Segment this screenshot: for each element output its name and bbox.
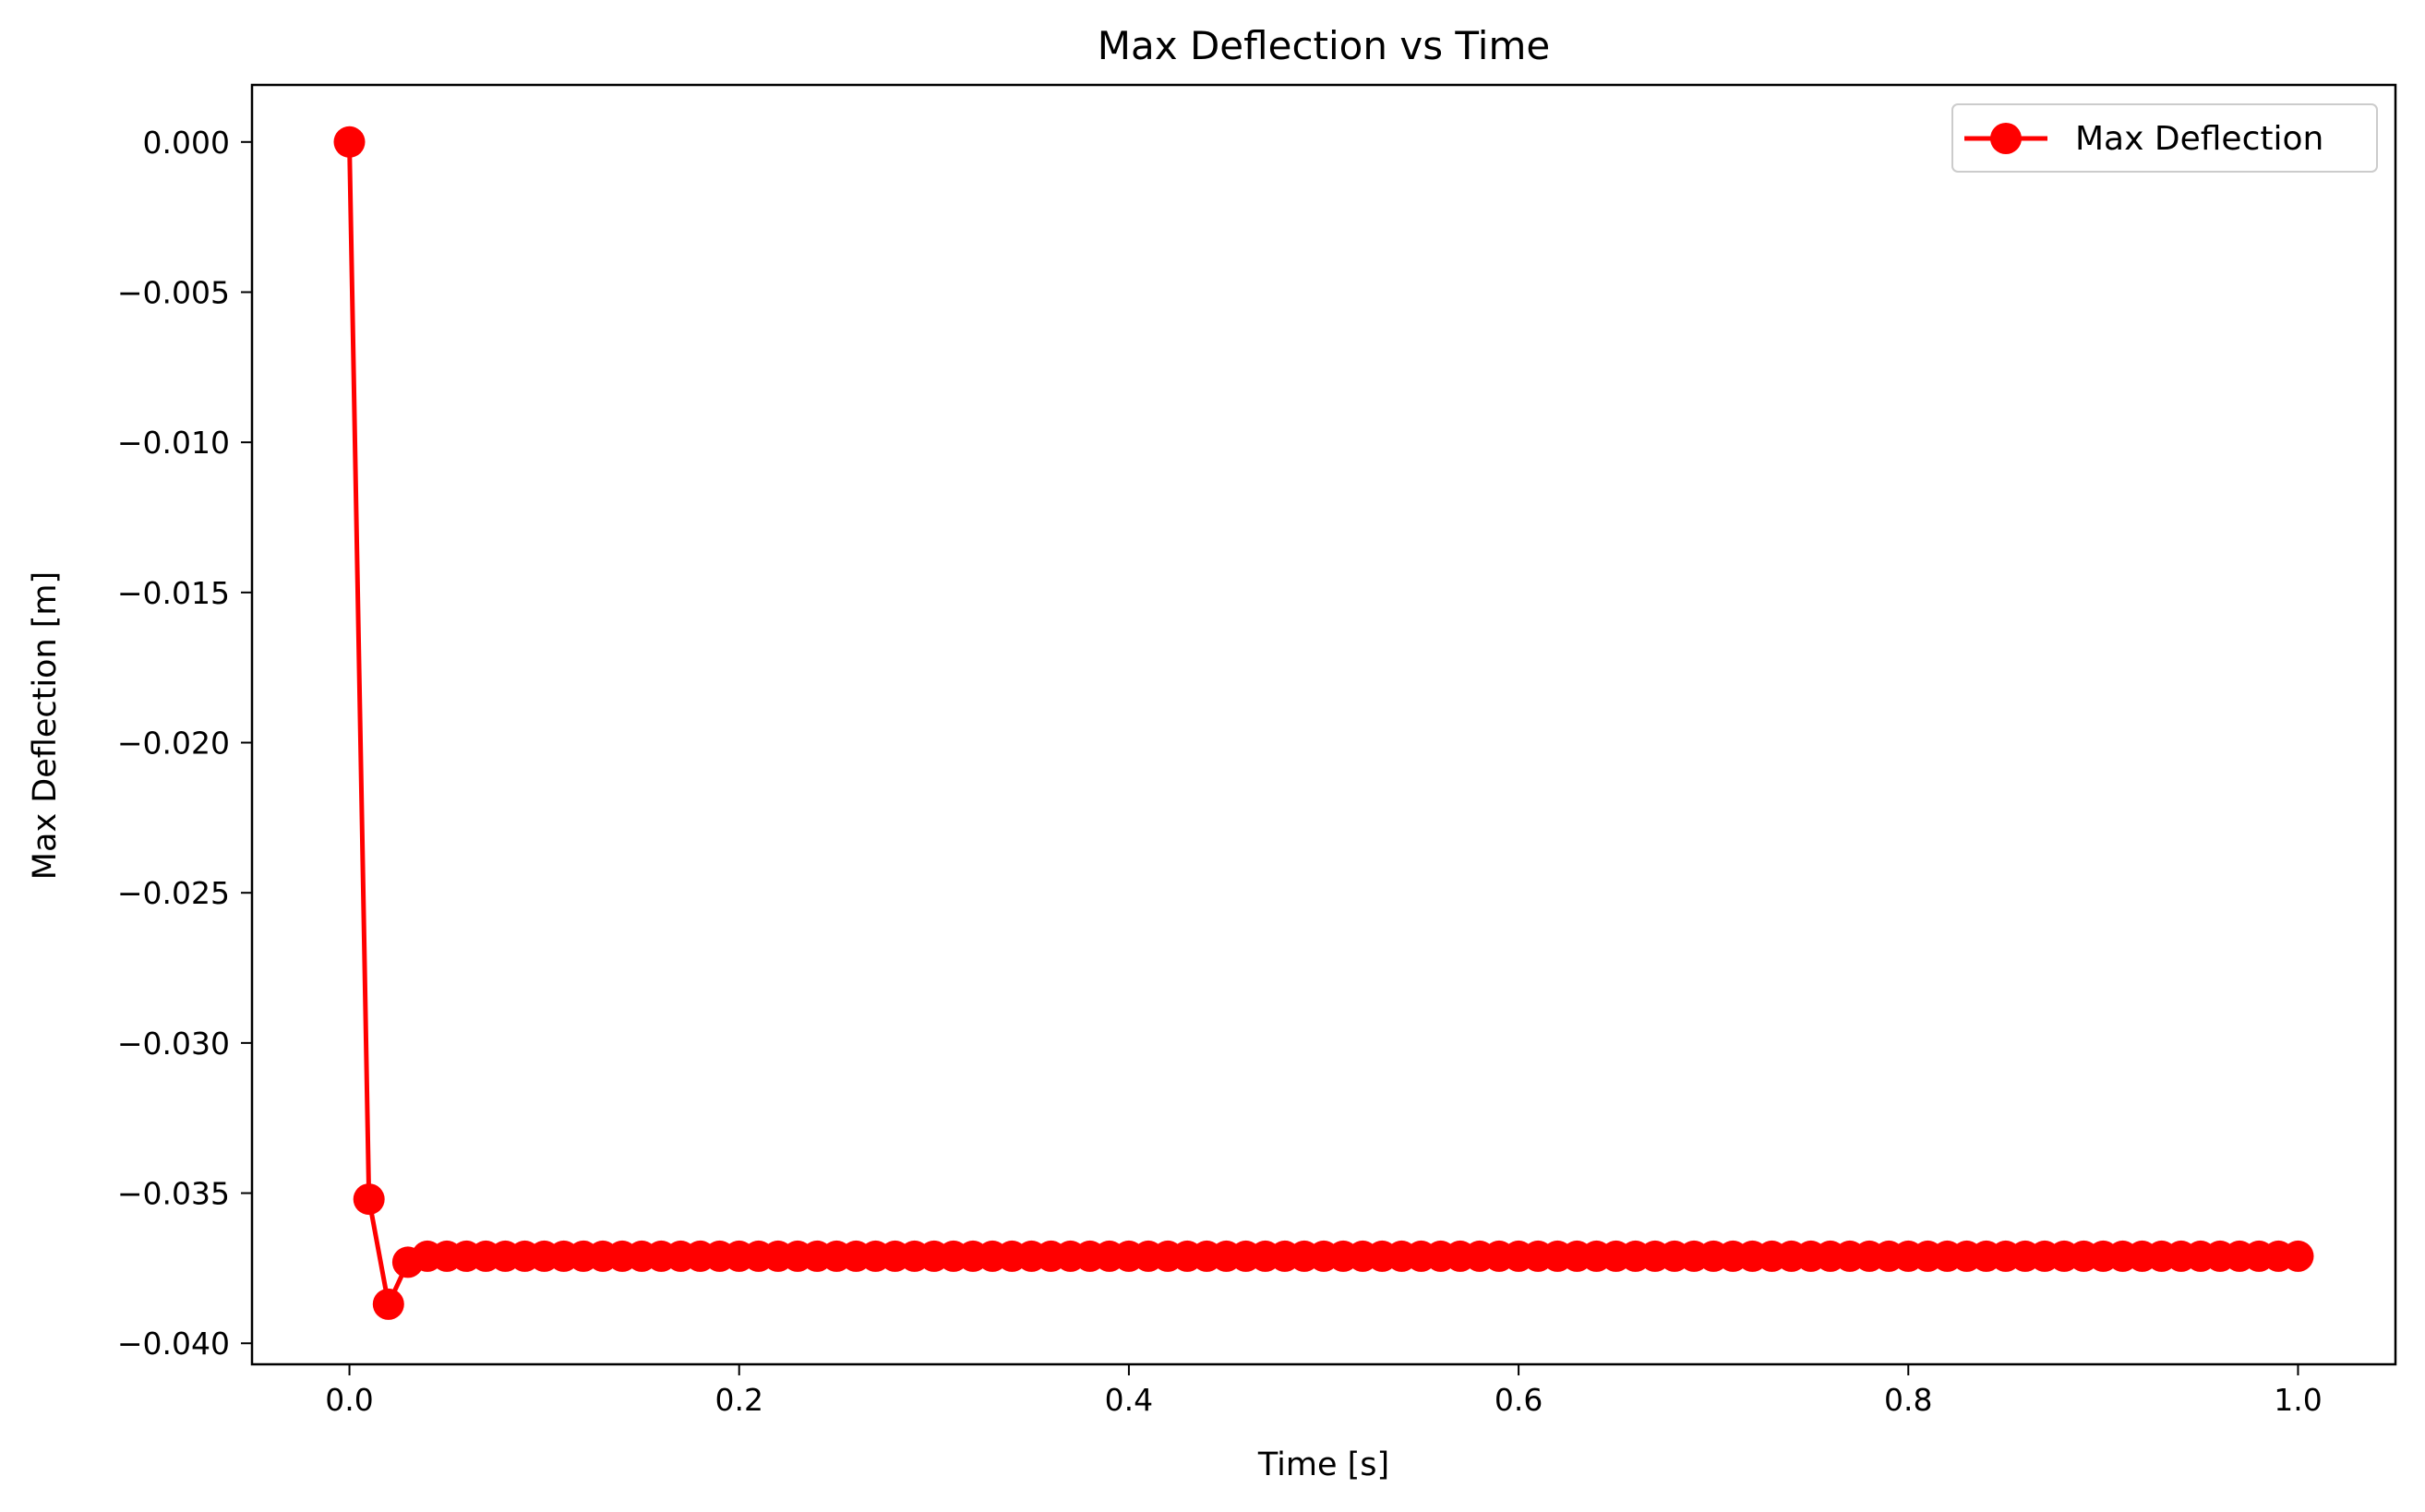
- y-tick-label: −0.010: [117, 425, 230, 461]
- x-axis-title: Time [s]: [1257, 1446, 1389, 1483]
- y-tick-label: −0.015: [117, 575, 230, 611]
- legend-label: Max Deflection: [2075, 120, 2323, 158]
- y-tick-label: −0.030: [117, 1026, 230, 1062]
- x-tick-label: 0.6: [1495, 1382, 1543, 1418]
- y-tick-label: −0.040: [117, 1326, 230, 1362]
- x-tick-label: 0.8: [1884, 1382, 1932, 1418]
- data-point: [333, 126, 366, 158]
- y-tick-label: −0.020: [117, 726, 230, 762]
- y-tick-label: −0.025: [117, 875, 230, 911]
- chart-title: Max Deflection vs Time: [1098, 23, 1550, 68]
- plot-area: 0.0 0.2 0.4 0.6 0.8 1.0 0.000 −0.005 −0.010 −0.01…: [117, 83, 2397, 1418]
- legend: Max Deflection: [1951, 103, 2378, 173]
- data-point: [2282, 1240, 2314, 1272]
- x-tick-label: 0.4: [1105, 1382, 1153, 1418]
- data-point: [353, 1183, 385, 1216]
- legend-marker-swatch: [1990, 123, 2022, 154]
- x-tick-label: 0.0: [325, 1382, 373, 1418]
- y-tick-label: −0.005: [117, 274, 230, 310]
- y-tick-label: 0.000: [143, 125, 230, 161]
- axes-frame: [250, 83, 2397, 1366]
- y-axis-title: Max Deflection [m]: [27, 571, 64, 880]
- data-point: [372, 1288, 404, 1320]
- x-tick-label: 1.0: [2274, 1382, 2322, 1418]
- legend-box: [1951, 103, 2378, 173]
- y-tick-label: −0.035: [117, 1176, 230, 1212]
- x-tick-label: 0.2: [714, 1382, 762, 1418]
